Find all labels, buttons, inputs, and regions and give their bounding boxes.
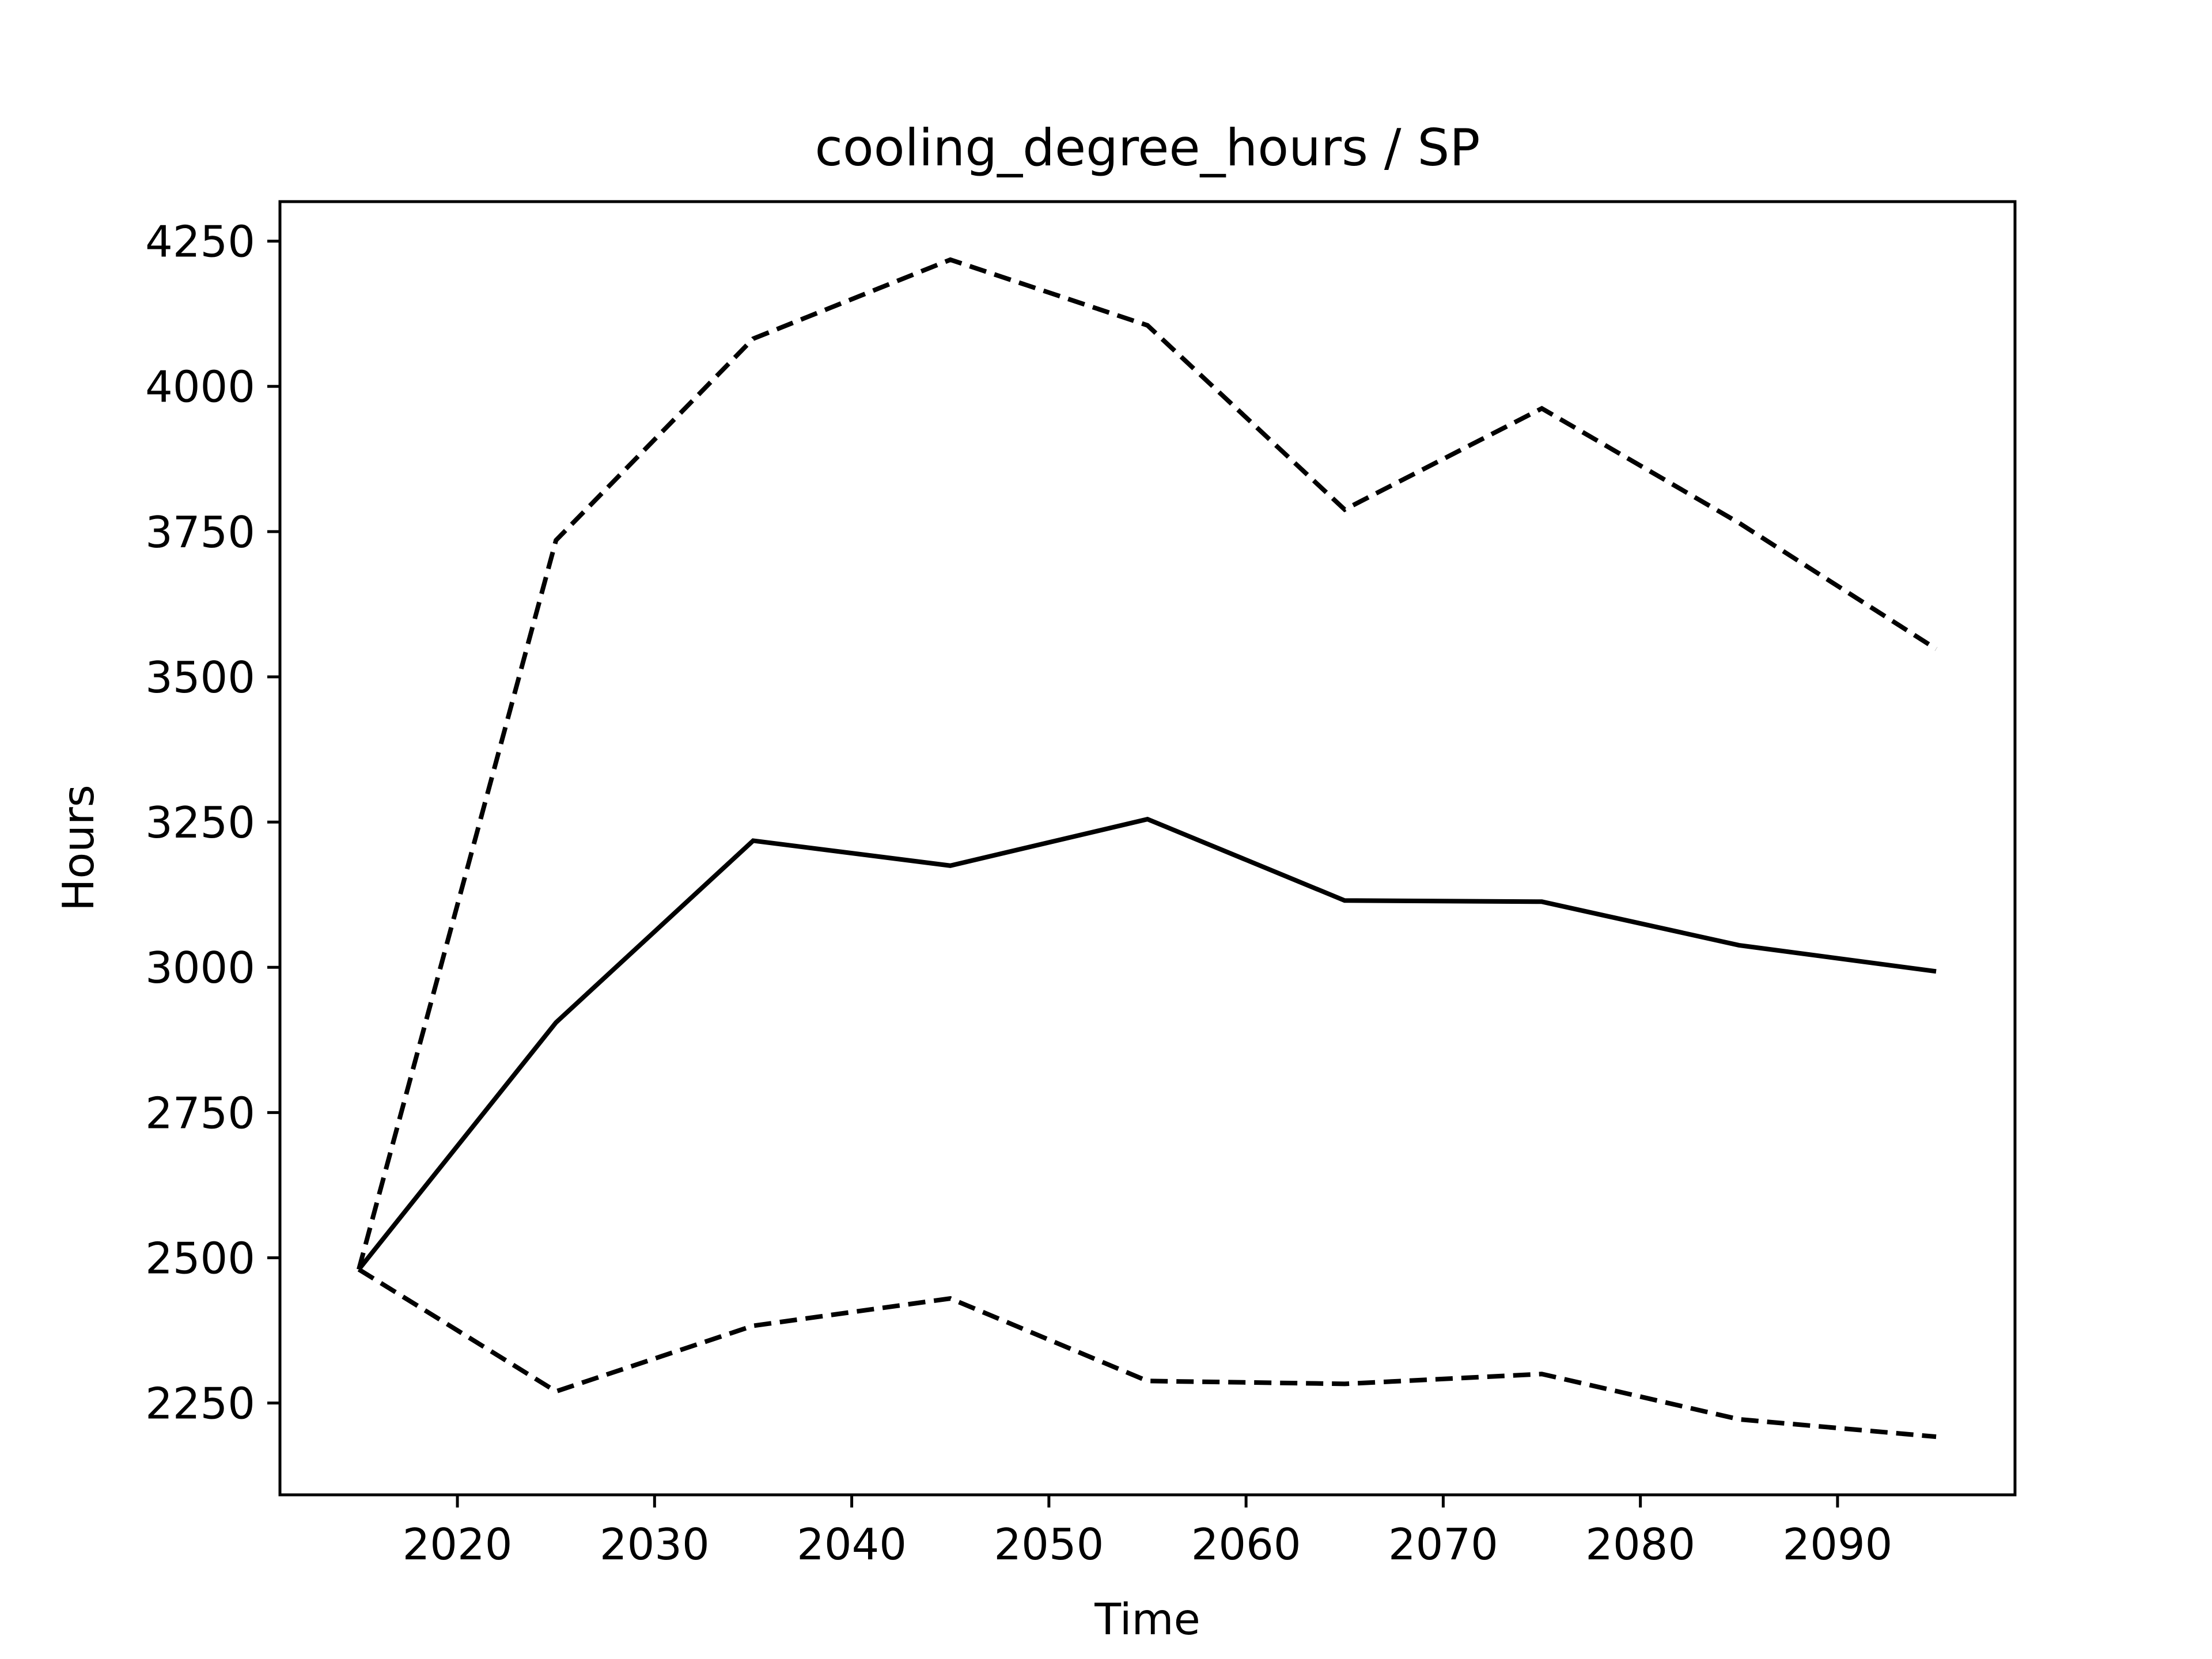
x-tick-label: 2030	[600, 1519, 710, 1570]
plot-area-frame	[278, 200, 2017, 1497]
y-axis-label: Hours	[53, 785, 104, 911]
y-tick-label: 3750	[145, 507, 255, 558]
y-tick-label: 4250	[145, 217, 255, 267]
x-tick-label: 2080	[1585, 1519, 1695, 1570]
y-axis-ticks: 2250 2500 2750 3000 3250 3500 3750 4000 4250	[145, 217, 280, 1429]
series-line-dashed-2	[357, 1267, 1937, 1440]
x-tick-label: 2070	[1388, 1519, 1498, 1570]
y-tick-label: 2500	[145, 1233, 255, 1284]
y-tick-label: 3250	[145, 797, 255, 848]
series-layer	[357, 257, 1938, 1440]
y-tick-label: 3500	[145, 652, 255, 703]
x-axis-ticks: 2020 2030 2040 2050 2060 2070 2080 2090	[403, 1495, 1893, 1570]
x-tick-label: 2050	[994, 1519, 1104, 1570]
x-tick-label: 2040	[797, 1519, 907, 1570]
x-axis-label: Time	[1094, 1594, 1200, 1645]
x-tick-label: 2060	[1191, 1519, 1301, 1570]
series-line-dashed-1	[357, 257, 1938, 1270]
chart-title: cooling_degree_hours / SP	[815, 118, 1480, 177]
y-tick-label: 4000	[145, 362, 255, 412]
y-tick-label: 2250	[145, 1378, 255, 1429]
x-tick-label: 2020	[403, 1519, 513, 1570]
x-tick-label: 2090	[1783, 1519, 1893, 1570]
series-line-solid-0	[357, 816, 1937, 1271]
y-tick-label: 2750	[145, 1088, 255, 1138]
y-tick-label: 3000	[145, 942, 255, 993]
